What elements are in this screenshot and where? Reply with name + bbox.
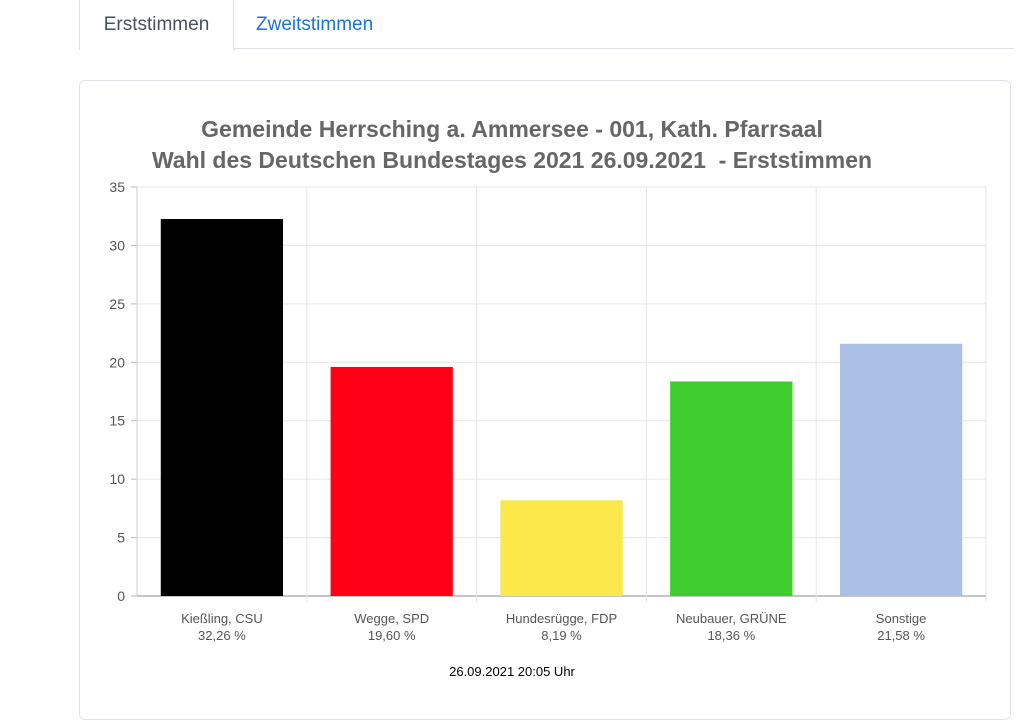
- x-tick-label: Sonstige: [876, 611, 927, 626]
- y-tick-label: 25: [109, 296, 125, 312]
- bar: [500, 500, 623, 596]
- bar-chart: 0 5 10 15 20 25 30 35 Kießling, CSU 32,26 % Wegge,…: [109, 179, 987, 643]
- x-tick-label: Kießling, CSU: [181, 611, 263, 626]
- tab-erststimmen[interactable]: Erststimmen: [79, 0, 234, 50]
- y-tick-label: 10: [109, 471, 125, 487]
- bar: [839, 343, 963, 596]
- bar: [670, 381, 793, 596]
- x-tick-label: Hundesrügge, FDP: [506, 611, 617, 626]
- bar: [330, 366, 453, 596]
- y-tick-label: 0: [117, 588, 125, 604]
- value-label: 32,26 %: [198, 628, 246, 643]
- y-tick-label: 30: [109, 237, 125, 253]
- tab-zweitstimmen[interactable]: Zweitstimmen: [256, 14, 374, 35]
- chart-title-line-1: Gemeinde Herrsching a. Ammersee - 001, K…: [201, 116, 823, 142]
- tab-bar-divider: [80, 48, 1014, 49]
- y-tick-label: 20: [109, 354, 125, 370]
- x-tick-label: Neubauer, GRÜNE: [676, 611, 787, 626]
- y-tick-label: 35: [109, 179, 125, 195]
- value-label: 8,19 %: [541, 628, 582, 643]
- value-label: 19,60 %: [368, 628, 416, 643]
- bar: [160, 219, 284, 596]
- chart-title-line-2: Wahl des Deutschen Bundestages 2021 26.0…: [151, 147, 873, 173]
- footer-timestamp: 26.09.2021 20:05 Uhr: [449, 664, 575, 679]
- y-tick-label: 15: [109, 413, 125, 429]
- x-tick-label: Wegge, SPD: [354, 611, 429, 626]
- value-label: 21,58 %: [877, 628, 925, 643]
- tab-bar: Erststimmen Zweitstimmen: [0, 0, 1024, 50]
- value-label: 18,36 %: [707, 628, 755, 643]
- y-tick-label: 5: [117, 530, 125, 546]
